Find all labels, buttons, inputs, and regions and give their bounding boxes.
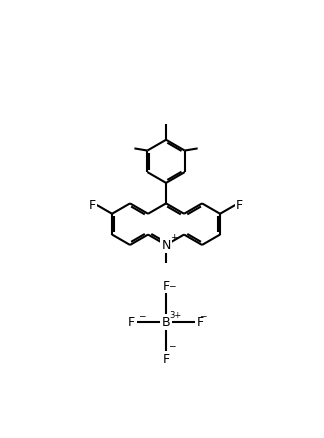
Text: F: F xyxy=(163,279,169,292)
Text: −: − xyxy=(168,281,176,290)
Text: F: F xyxy=(236,199,243,212)
Text: F: F xyxy=(197,316,204,328)
Text: F: F xyxy=(89,199,96,212)
Text: −: − xyxy=(168,341,176,350)
Text: N: N xyxy=(161,239,171,252)
Text: −: − xyxy=(138,311,145,320)
Text: 3+: 3+ xyxy=(169,310,181,319)
Text: −: − xyxy=(199,311,207,320)
Text: B: B xyxy=(162,316,170,328)
Text: +: + xyxy=(170,233,178,241)
Text: F: F xyxy=(163,352,169,365)
Text: F: F xyxy=(128,316,135,328)
